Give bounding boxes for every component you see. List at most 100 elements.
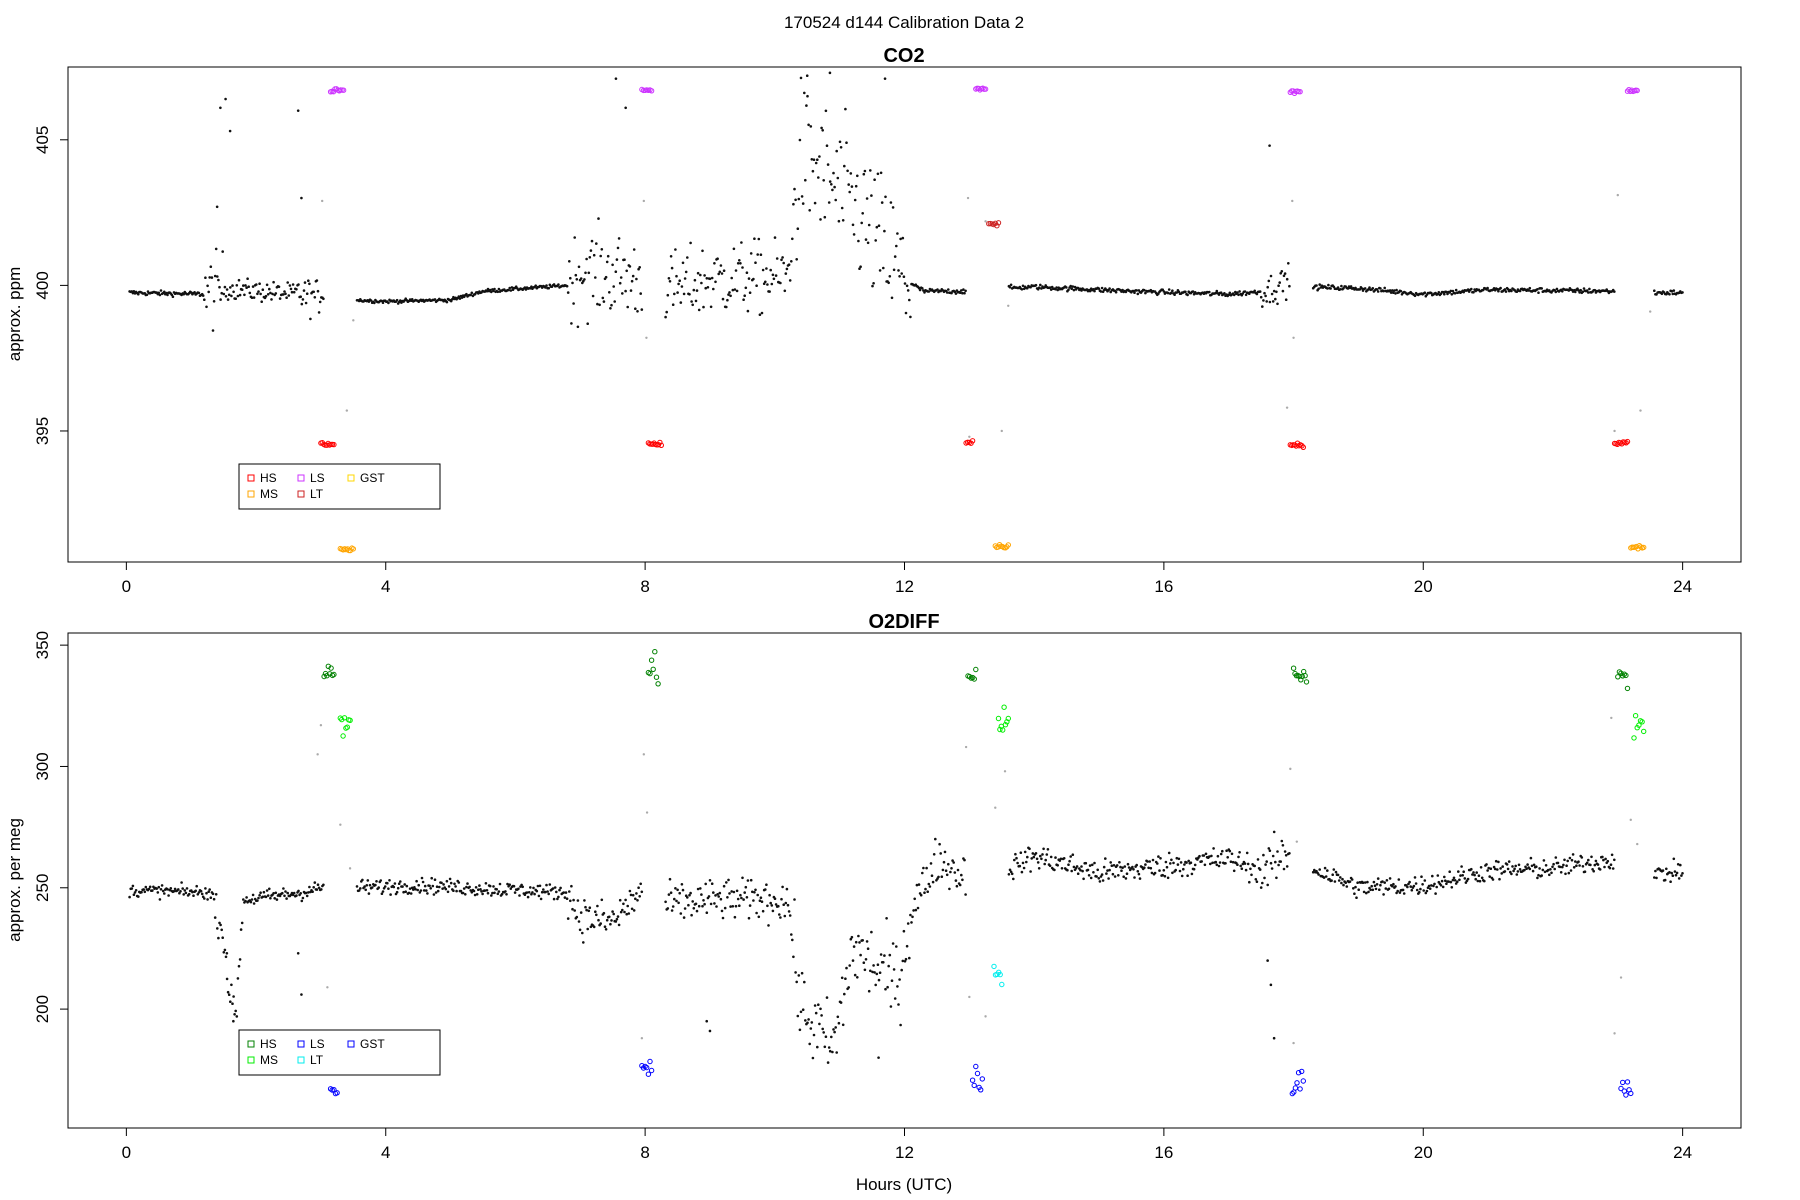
o2diff-data-point <box>1042 847 1045 851</box>
co2-data-point <box>922 289 925 292</box>
o2diff-data-point <box>1008 868 1012 872</box>
o2diff-data-point <box>927 882 931 886</box>
o2diff-data-point <box>416 888 420 892</box>
co2-data-point <box>745 271 749 275</box>
co2-data-point <box>1346 287 1350 290</box>
co2-data-point <box>1238 290 1241 293</box>
o2diff-data-point <box>564 891 568 894</box>
o2diff-data-point <box>923 891 926 894</box>
o2diff-data-point <box>1670 871 1673 875</box>
o2diff-calibration-point-ls <box>1295 1070 1302 1076</box>
o2diff-data-point <box>833 1030 836 1034</box>
o2diff-data-point <box>563 896 567 899</box>
co2-data-point <box>820 126 823 130</box>
o2diff-transition-point <box>319 724 323 727</box>
co2-data-point <box>812 158 816 161</box>
co2-data-point <box>601 296 605 300</box>
co2-data-point <box>1449 289 1453 293</box>
co2-outlier-point <box>215 205 219 209</box>
o2diff-data-point <box>1363 881 1367 884</box>
o2diff-data-point <box>1330 879 1333 882</box>
co2-data-point <box>637 267 640 271</box>
o2diff-data-point <box>906 922 910 925</box>
o2diff-data-point <box>1118 861 1121 864</box>
co2-data-point <box>1288 284 1291 288</box>
co2-data-point <box>1593 288 1597 292</box>
o2diff-calibration-point-ms <box>340 733 346 739</box>
co2-data-point <box>497 287 501 291</box>
co2-data-point <box>1327 283 1330 287</box>
co2-data-point <box>544 286 547 289</box>
co2-data-point <box>634 307 637 311</box>
o2diff-data-point <box>1345 885 1349 888</box>
co2-data-point <box>781 256 784 259</box>
co2-data-point <box>859 265 862 269</box>
o2diff-data-point <box>1606 859 1610 863</box>
o2diff-data-point <box>1144 863 1147 866</box>
o2diff-data-point <box>1182 867 1185 871</box>
o2diff-data-point <box>690 913 693 917</box>
co2-data-point <box>486 287 490 291</box>
o2diff-data-point <box>493 891 496 895</box>
o2diff-data-point <box>408 887 412 890</box>
o2diff-data-point <box>1669 880 1672 883</box>
co2-data-point <box>692 288 696 292</box>
co2-data-point <box>1499 286 1502 290</box>
o2diff-data-point <box>562 891 566 894</box>
o2diff-data-point <box>847 986 850 989</box>
co2-data-point <box>665 310 668 314</box>
o2diff-data-point <box>420 876 424 880</box>
o2diff-data-point <box>1198 854 1201 858</box>
o2diff-data-point <box>495 888 499 891</box>
o2diff-data-point <box>1068 859 1071 863</box>
o2diff-data-point <box>841 1023 845 1027</box>
co2-data-point <box>509 289 513 292</box>
o2diff-data-point <box>1355 896 1358 899</box>
o2diff-calibration-point-lt <box>991 963 997 970</box>
o2diff-data-point <box>844 977 847 980</box>
co2-data-point <box>220 291 223 295</box>
co2-data-point <box>277 285 281 289</box>
o2diff-data-point <box>571 907 574 911</box>
o2diff-data-point <box>1492 865 1496 869</box>
o2diff-data-point <box>1060 867 1064 870</box>
o2diff-data-point <box>1259 886 1263 889</box>
co2-data-point <box>780 258 783 262</box>
o2diff-data-point <box>730 890 733 893</box>
co2-data-point <box>600 248 604 251</box>
o2diff-data-point <box>625 912 628 916</box>
o2diff-data-point <box>1322 876 1326 879</box>
co2-data-point <box>945 291 949 294</box>
o2diff-calibration-point-ls <box>1623 1092 1629 1098</box>
o2diff-calibration-point-ms <box>1631 735 1637 741</box>
co2-calibration-point-lt <box>994 223 1000 229</box>
o2diff-outlier-point <box>1272 1036 1276 1040</box>
o2diff-data-point <box>474 886 478 889</box>
o2diff-data-point <box>1549 868 1552 871</box>
o2diff-data-point <box>1441 885 1445 889</box>
o2diff-data-point <box>683 907 687 910</box>
o2diff-data-point <box>264 895 268 899</box>
o2diff-data-point <box>747 916 751 920</box>
o2diff-data-point <box>637 886 640 889</box>
o2diff-data-point <box>1336 873 1340 877</box>
o2diff-data-point <box>1081 869 1084 873</box>
o2diff-data-point <box>1280 839 1284 843</box>
co2-data-point <box>825 144 829 147</box>
o2diff-x-axis: 0 4 8 12 16 20 24 <box>122 1127 1692 1162</box>
o2diff-data-point <box>128 895 131 899</box>
o2diff-data-point <box>733 915 737 919</box>
o2diff-data-point <box>526 895 530 899</box>
co2-calibration-point-lt <box>995 220 1002 226</box>
co2-data-point <box>246 277 249 281</box>
o2diff-data-point <box>792 955 795 959</box>
o2diff-data-point <box>1608 866 1612 870</box>
co2-data-point <box>1262 299 1265 302</box>
co2-data-point <box>867 223 871 227</box>
o2diff-data-point <box>1448 870 1451 873</box>
co2-data-point <box>1114 290 1118 294</box>
co2-data-point <box>594 276 597 279</box>
o2diff-data-point <box>553 886 557 889</box>
co2-data-point <box>571 281 574 285</box>
co2-data-point <box>766 283 769 286</box>
